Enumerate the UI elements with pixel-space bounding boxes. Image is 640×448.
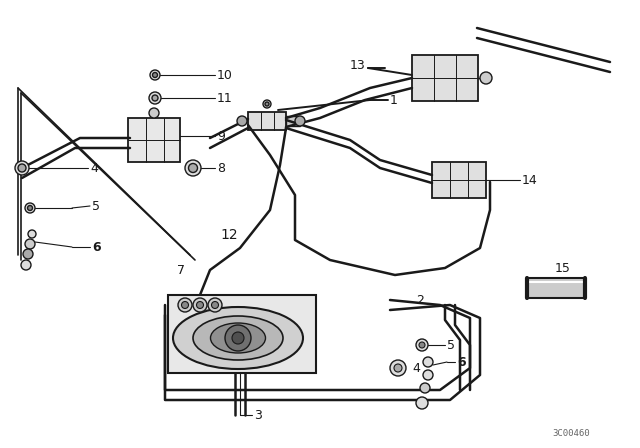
Circle shape <box>185 160 201 176</box>
Text: 5: 5 <box>92 199 100 212</box>
Text: 3: 3 <box>254 409 262 422</box>
Circle shape <box>265 102 269 106</box>
Text: 3C00460: 3C00460 <box>552 429 590 438</box>
Text: 2: 2 <box>416 293 424 306</box>
Circle shape <box>237 116 247 126</box>
Circle shape <box>390 360 406 376</box>
Circle shape <box>15 161 29 175</box>
Circle shape <box>149 92 161 104</box>
Circle shape <box>178 298 192 312</box>
Text: 8: 8 <box>217 161 225 175</box>
Circle shape <box>193 298 207 312</box>
Text: 11: 11 <box>217 91 233 104</box>
Circle shape <box>480 72 492 84</box>
Circle shape <box>149 108 159 118</box>
Circle shape <box>182 302 189 309</box>
Circle shape <box>189 164 198 172</box>
Bar <box>168 295 316 373</box>
Circle shape <box>416 339 428 351</box>
Circle shape <box>21 260 31 270</box>
Bar <box>527 278 585 298</box>
Text: 7: 7 <box>177 263 185 276</box>
Circle shape <box>25 203 35 213</box>
Text: 4: 4 <box>412 362 420 375</box>
Circle shape <box>394 364 402 372</box>
Bar <box>128 118 180 162</box>
Circle shape <box>18 164 26 172</box>
Text: 10: 10 <box>217 69 233 82</box>
Ellipse shape <box>193 316 283 360</box>
Circle shape <box>420 383 430 393</box>
Circle shape <box>28 230 36 238</box>
Circle shape <box>25 239 35 249</box>
Circle shape <box>416 397 428 409</box>
Text: 1: 1 <box>390 94 398 107</box>
Text: 12: 12 <box>220 228 237 242</box>
Circle shape <box>423 357 433 367</box>
Circle shape <box>211 302 218 309</box>
Text: 9: 9 <box>217 129 225 142</box>
Text: 6: 6 <box>92 241 100 254</box>
Circle shape <box>152 95 158 101</box>
Circle shape <box>196 302 204 309</box>
Bar <box>432 162 486 198</box>
Circle shape <box>208 298 222 312</box>
Circle shape <box>263 100 271 108</box>
Text: 4: 4 <box>90 161 98 175</box>
Ellipse shape <box>173 307 303 369</box>
Circle shape <box>28 206 33 211</box>
Ellipse shape <box>211 323 266 353</box>
Text: 13: 13 <box>350 59 365 72</box>
Bar <box>286 116 300 126</box>
Circle shape <box>225 325 251 351</box>
Text: 14: 14 <box>522 173 538 186</box>
Circle shape <box>152 73 157 78</box>
Circle shape <box>150 70 160 80</box>
Bar <box>412 55 478 101</box>
Circle shape <box>232 332 244 344</box>
Text: 15: 15 <box>555 262 571 275</box>
Circle shape <box>419 342 425 348</box>
Text: 5: 5 <box>447 339 455 352</box>
Circle shape <box>423 370 433 380</box>
Bar <box>248 112 286 130</box>
Circle shape <box>295 116 305 126</box>
Text: 6: 6 <box>457 356 466 369</box>
Circle shape <box>23 249 33 259</box>
